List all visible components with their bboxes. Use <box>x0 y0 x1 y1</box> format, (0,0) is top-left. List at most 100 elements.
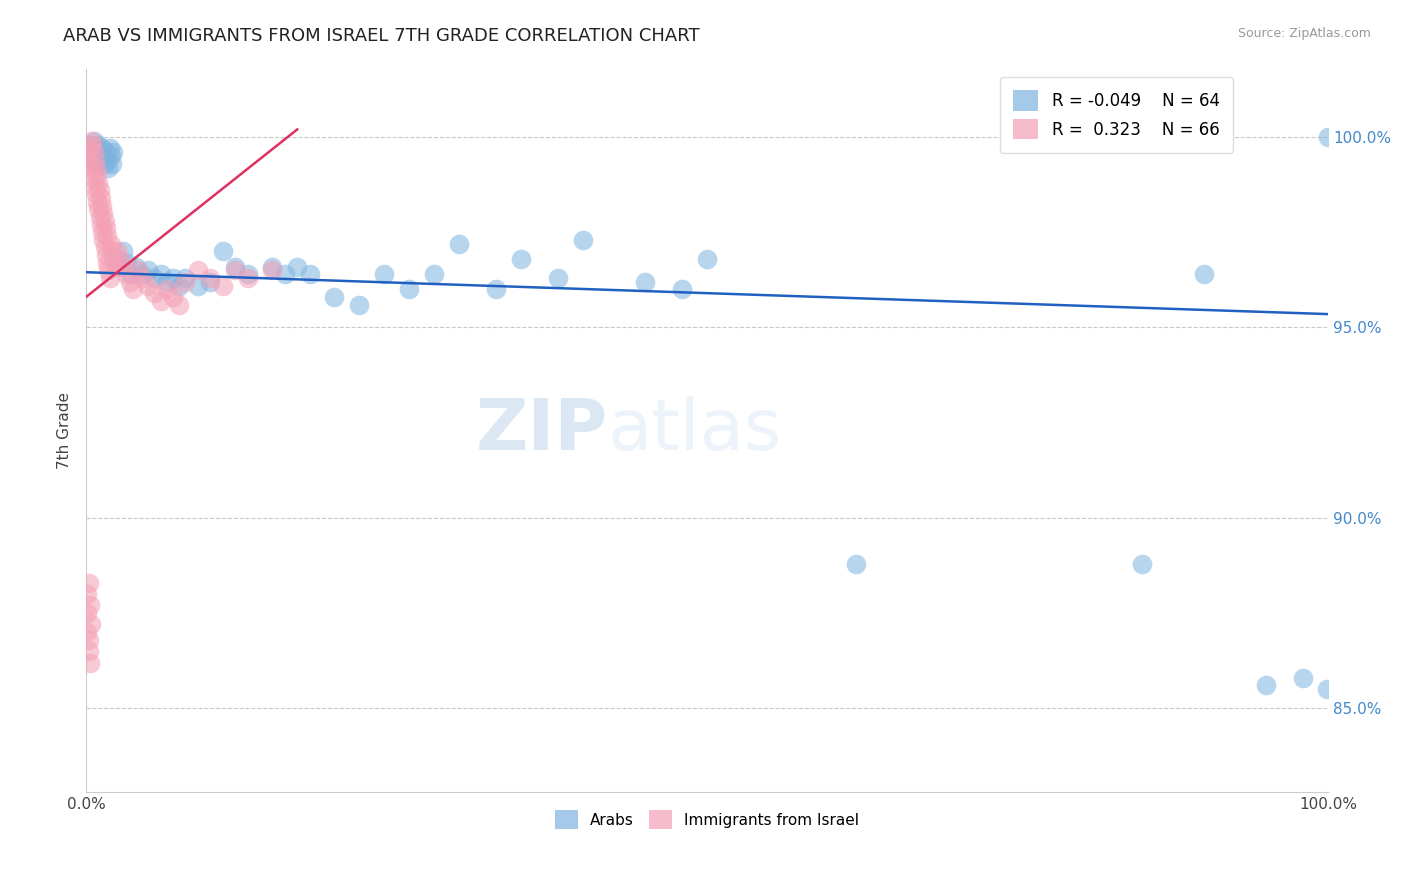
Text: ARAB VS IMMIGRANTS FROM ISRAEL 7TH GRADE CORRELATION CHART: ARAB VS IMMIGRANTS FROM ISRAEL 7TH GRADE… <box>63 27 700 45</box>
Point <box>131 271 153 285</box>
Point <box>77 632 100 647</box>
Point <box>93 233 115 247</box>
Point <box>285 260 308 274</box>
Point <box>118 275 141 289</box>
Point <box>86 157 108 171</box>
Point <box>79 157 101 171</box>
Point <box>90 218 112 232</box>
Point <box>398 282 420 296</box>
Point <box>274 267 297 281</box>
Point <box>83 153 105 167</box>
Point <box>83 172 105 186</box>
Point <box>89 210 111 224</box>
Point <box>224 263 246 277</box>
Point <box>509 252 531 266</box>
Point <box>1317 130 1340 145</box>
Point <box>200 275 222 289</box>
Point <box>93 214 115 228</box>
Point <box>323 290 346 304</box>
Point <box>80 617 103 632</box>
Point <box>82 153 104 167</box>
Point <box>93 157 115 171</box>
Point <box>149 267 172 281</box>
Point <box>136 278 159 293</box>
Point <box>103 252 125 266</box>
Point <box>96 153 118 167</box>
Point <box>82 164 104 178</box>
Point <box>211 244 233 259</box>
Point <box>87 202 110 217</box>
Point <box>112 244 135 259</box>
Point <box>1130 557 1153 571</box>
Point <box>97 161 120 175</box>
Point <box>96 256 118 270</box>
Point <box>84 149 107 163</box>
Point <box>174 271 197 285</box>
Point <box>114 267 136 281</box>
Point <box>94 145 117 160</box>
Point <box>167 278 190 293</box>
Point <box>86 168 108 182</box>
Point <box>89 183 111 197</box>
Point <box>104 260 127 274</box>
Point <box>84 187 107 202</box>
Point <box>149 293 172 308</box>
Point <box>100 236 122 251</box>
Point <box>79 137 101 152</box>
Point <box>115 256 138 270</box>
Point <box>93 149 115 163</box>
Point <box>77 644 100 658</box>
Point <box>101 244 124 259</box>
Point <box>262 260 284 274</box>
Point <box>87 137 110 152</box>
Point <box>125 260 148 274</box>
Point <box>80 134 103 148</box>
Point <box>136 263 159 277</box>
Point <box>845 557 868 571</box>
Point <box>93 240 115 254</box>
Point <box>91 141 114 155</box>
Point <box>79 599 101 613</box>
Point <box>236 267 259 281</box>
Point <box>162 290 184 304</box>
Point <box>112 260 135 274</box>
Point <box>90 191 112 205</box>
Point <box>200 271 222 285</box>
Point <box>127 263 149 277</box>
Point <box>236 271 259 285</box>
Point <box>224 260 246 274</box>
Text: Source: ZipAtlas.com: Source: ZipAtlas.com <box>1237 27 1371 40</box>
Point <box>89 145 111 160</box>
Point <box>100 149 122 163</box>
Point <box>122 282 145 296</box>
Point <box>91 198 114 212</box>
Point <box>98 141 121 155</box>
Point <box>156 282 179 296</box>
Point <box>94 248 117 262</box>
Point <box>79 656 101 670</box>
Point <box>423 267 446 281</box>
Text: ZIP: ZIP <box>475 396 607 465</box>
Point <box>103 145 125 160</box>
Point <box>187 263 209 277</box>
Point <box>1254 678 1277 692</box>
Point <box>76 625 98 640</box>
Point <box>174 275 197 289</box>
Point <box>105 252 128 266</box>
Point <box>83 145 105 160</box>
Point <box>76 149 98 163</box>
Point <box>83 141 105 155</box>
Point <box>77 141 100 155</box>
Point <box>1316 682 1339 697</box>
Point <box>82 137 104 152</box>
Point <box>84 161 107 175</box>
Legend: Arabs, Immigrants from Israel: Arabs, Immigrants from Israel <box>548 804 866 835</box>
Point <box>373 267 395 281</box>
Point <box>110 260 132 274</box>
Point <box>86 194 108 209</box>
Point <box>91 225 114 239</box>
Point <box>143 286 166 301</box>
Point <box>167 297 190 311</box>
Text: atlas: atlas <box>607 396 782 465</box>
Point <box>156 275 179 289</box>
